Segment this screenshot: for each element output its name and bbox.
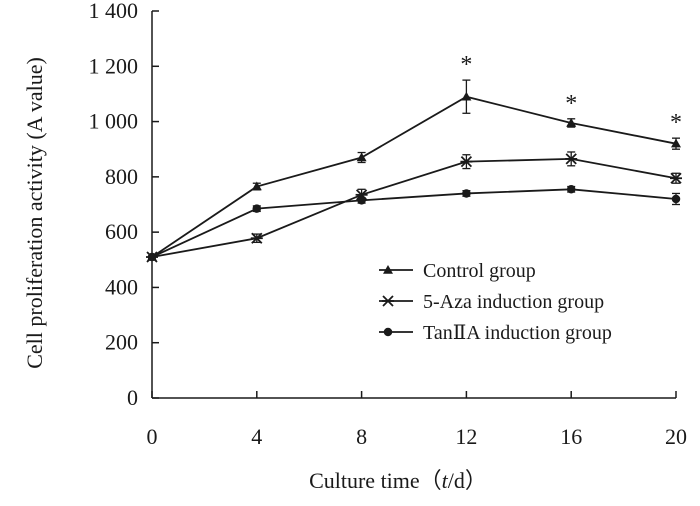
y-tick-label: 1 200 (89, 53, 139, 78)
triangle-marker (251, 181, 262, 191)
series-line (151, 157, 677, 258)
star-marker (250, 232, 263, 244)
y-axis: 0 200 400 600 800 1 000 1 200 1 400 (89, 0, 159, 410)
triangle-marker (356, 152, 367, 162)
y-tick-label: 400 (105, 274, 138, 299)
y-axis-title: Cell proliferation activity (A value) (22, 57, 47, 369)
series-group (146, 79, 682, 263)
x-tick-label: 20 (665, 424, 687, 449)
y-tick-label: 0 (127, 385, 138, 410)
significance-marker: * (565, 91, 577, 117)
annotations: * * * (460, 52, 682, 136)
circle-marker (357, 196, 366, 205)
series-line (151, 95, 677, 258)
circle-marker (383, 327, 393, 337)
significance-marker: * (670, 110, 682, 136)
x-tick-label: 8 (356, 424, 367, 449)
legend-item: 5-Aza induction group (379, 291, 604, 313)
legend-item: TanⅡA induction group (379, 322, 612, 344)
y-tick-label: 600 (105, 219, 138, 244)
series-line (151, 188, 677, 258)
legend: Control group 5-Aza induction group TanⅡA … (379, 260, 612, 344)
circle-marker (252, 204, 262, 213)
x-tick-label: 4 (251, 424, 262, 449)
triangle-marker (566, 117, 577, 127)
star-marker (565, 153, 578, 165)
y-tick-label: 1 400 (89, 0, 139, 23)
y-tick-label: 200 (105, 330, 138, 355)
legend-label: Control group (423, 260, 536, 282)
star-marker (460, 156, 473, 168)
x-axis: 0 4 8 12 16 20 (147, 391, 687, 449)
significance-marker: * (460, 52, 472, 78)
legend-item: Control group (379, 260, 536, 282)
x-tick-label: 0 (147, 424, 158, 449)
triangle-marker (461, 91, 472, 101)
circle-marker (671, 194, 681, 204)
x-axis-title: Culture time（t/d） (309, 468, 487, 493)
circle-marker (462, 189, 471, 198)
x-tick-label: 16 (560, 424, 582, 449)
series-triangle (147, 79, 681, 261)
series-circle (147, 185, 681, 262)
star-marker (382, 295, 394, 307)
star-marker (670, 172, 682, 184)
triangle-marker (671, 138, 681, 148)
circle-marker (147, 252, 157, 262)
y-tick-label: 1 000 (89, 109, 139, 134)
triangle-marker (383, 265, 393, 274)
circle-marker (566, 185, 576, 194)
y-tick-label: 800 (105, 164, 138, 189)
legend-label: 5-Aza induction group (423, 291, 604, 313)
legend-label: TanⅡA induction group (423, 322, 612, 344)
x-tick-label: 12 (455, 424, 477, 449)
